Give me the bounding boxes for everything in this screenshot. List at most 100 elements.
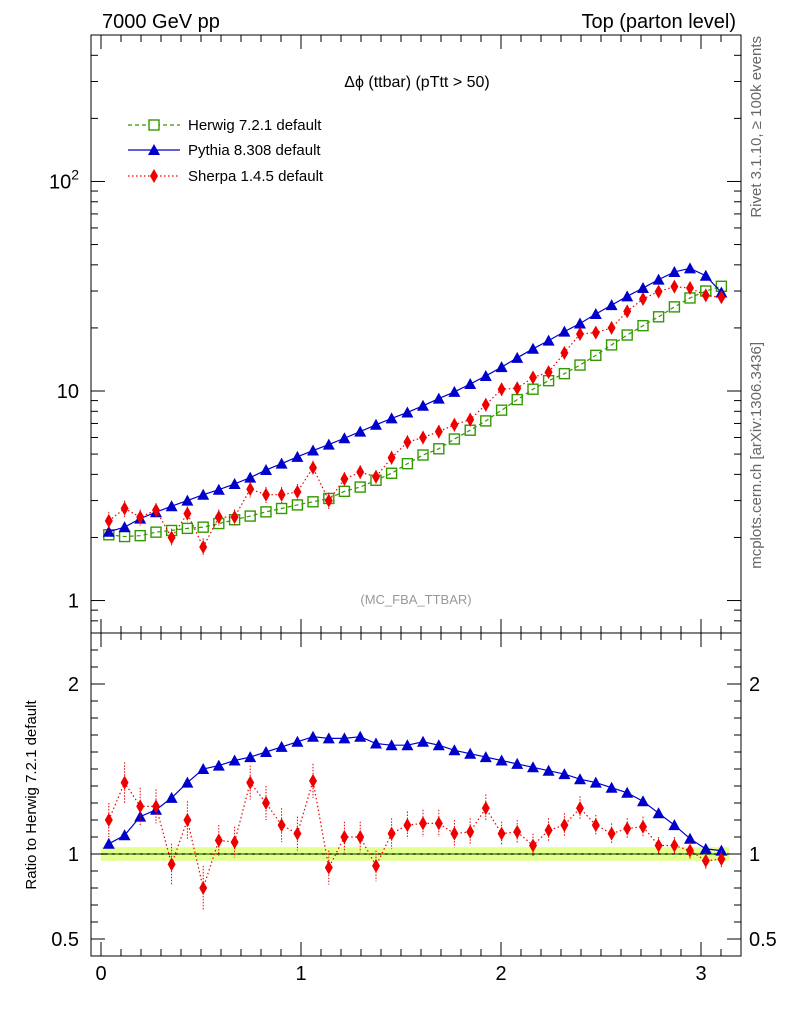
y-tick-label: 102 — [49, 166, 79, 193]
data-point — [684, 262, 696, 274]
data-point — [401, 406, 414, 418]
ratio-data-point — [199, 881, 208, 895]
data-point — [433, 443, 445, 455]
data-point — [668, 301, 681, 313]
x-tick-label: 2 — [495, 963, 506, 985]
header-left: 7000 GeV pp — [102, 11, 220, 33]
ratio-data-point — [183, 813, 192, 827]
ratio-data-point — [401, 739, 414, 751]
ratio-y-tick-label-right: 0.5 — [749, 929, 777, 951]
ratio-data-point — [605, 781, 618, 793]
data-point — [495, 361, 508, 373]
ratio-data-point — [354, 730, 367, 742]
ratio-data-point — [118, 829, 131, 841]
data-point — [385, 467, 398, 479]
ratio-series-line-0 — [108, 736, 722, 852]
ratio-data-point — [246, 775, 255, 790]
source-label: mcplots.cern.ch [arXiv:1306.3436] — [748, 342, 765, 569]
ratio-data-point — [652, 807, 665, 819]
data-point — [480, 415, 492, 427]
data-point — [558, 367, 571, 380]
ratio-data-point — [136, 799, 145, 814]
data-point — [652, 311, 665, 323]
ratio-data-point — [607, 826, 616, 841]
ratio-data-point — [403, 818, 412, 833]
ratio-panel-series — [102, 730, 728, 911]
data-point — [464, 377, 477, 389]
ratio-y-tick-label-right: 2 — [749, 674, 760, 696]
data-point — [165, 500, 178, 512]
data-point — [246, 482, 255, 497]
data-point — [212, 483, 225, 495]
ratio-y-tick-label-left: 1 — [68, 844, 79, 866]
series-line-2 — [108, 285, 722, 549]
data-point — [372, 469, 380, 484]
data-point — [307, 496, 319, 508]
ratio-data-point — [560, 818, 569, 833]
data-point — [558, 325, 571, 337]
ratio-data-point — [212, 759, 225, 771]
data-point — [668, 265, 681, 277]
data-point — [152, 503, 160, 518]
data-point — [167, 530, 176, 545]
data-point — [652, 273, 665, 285]
data-point — [576, 327, 584, 342]
main-panel-ticks: 1 10 102 — [49, 34, 742, 634]
series-line-1 — [108, 267, 722, 533]
ratio-data-point — [464, 747, 477, 759]
data-point — [354, 481, 366, 493]
ratio-data-point — [686, 843, 694, 858]
data-point — [385, 412, 398, 424]
ratio-data-point — [448, 744, 461, 756]
ratio-y-tick-label-left: 0.5 — [51, 929, 79, 951]
data-point — [448, 385, 461, 397]
ratio-data-point — [574, 773, 586, 785]
data-point — [417, 449, 429, 461]
ratio-data-point — [715, 844, 728, 856]
data-point — [197, 521, 209, 533]
ratio-data-point — [293, 826, 302, 841]
data-point — [590, 349, 602, 362]
legend-item-pythia: Pythia 8.308 default — [128, 142, 321, 159]
data-point — [387, 450, 396, 465]
x-tick-label: 1 — [295, 963, 306, 985]
ratio-data-point — [576, 801, 584, 816]
data-point — [338, 485, 351, 498]
ratio-data-point — [228, 754, 241, 766]
ratio-data-point — [637, 795, 649, 807]
ratio-data-point — [356, 830, 365, 844]
data-point — [607, 320, 616, 335]
ratio-data-point — [370, 737, 382, 749]
ratio-data-point — [481, 801, 490, 816]
data-point — [701, 288, 710, 303]
header-right: Top (parton level) — [581, 11, 736, 33]
series-line-0 — [108, 285, 722, 538]
data-point — [260, 506, 272, 518]
data-point — [136, 510, 145, 525]
ratio-data-point — [104, 813, 113, 827]
legend: Herwig 7.2.1 default Pythia 8.308 defaul… — [128, 117, 324, 185]
data-point — [670, 279, 679, 294]
data-point — [513, 381, 522, 396]
ratio-data-point — [338, 732, 351, 744]
data-point — [637, 319, 649, 332]
ratio-data-point — [275, 740, 288, 752]
data-point — [639, 291, 647, 306]
data-point — [181, 522, 194, 535]
data-point — [591, 325, 600, 340]
data-point — [699, 269, 712, 281]
data-point — [307, 444, 319, 456]
data-point — [338, 432, 351, 444]
ratio-data-point — [372, 858, 380, 873]
data-point — [605, 299, 618, 311]
data-point — [324, 493, 333, 508]
data-point — [605, 339, 618, 351]
ratio-data-point — [152, 799, 160, 814]
data-point — [230, 510, 239, 525]
main-panel-series — [102, 262, 728, 557]
data-point — [621, 329, 633, 341]
ratio-data-point — [511, 757, 524, 769]
ratio-data-point — [639, 819, 647, 834]
ratio-data-point — [432, 739, 445, 751]
data-point — [150, 526, 162, 538]
